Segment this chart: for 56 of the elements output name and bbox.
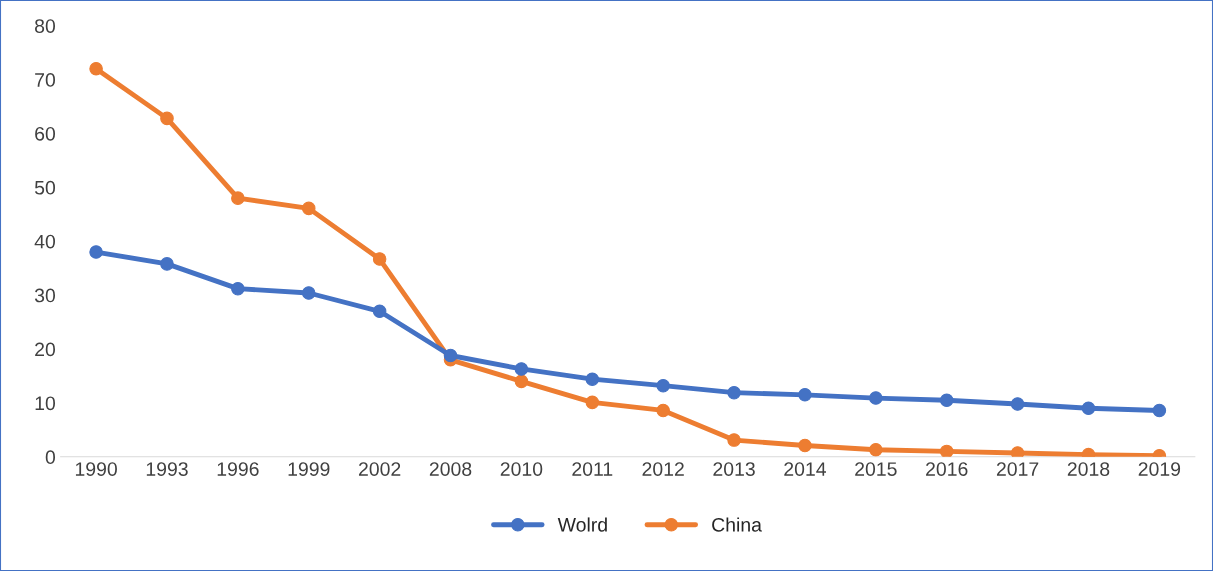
point [443, 348, 458, 363]
point [301, 286, 316, 300]
point [1010, 446, 1025, 457]
point [160, 257, 174, 271]
x-tick-label: 2017 [996, 462, 1039, 476]
point [231, 191, 245, 205]
y-tick-label: 80 [35, 19, 56, 33]
point [1010, 397, 1025, 411]
x-tick-label: 1996 [217, 462, 259, 476]
point [869, 443, 883, 457]
y-tick-label: 40 [34, 234, 56, 249]
point [301, 201, 316, 216]
x-tick-label: 2018 [1067, 462, 1110, 476]
point [514, 362, 529, 376]
point [727, 433, 741, 447]
x-tick-label: 2011 [572, 462, 613, 476]
point [372, 252, 387, 266]
point [939, 444, 954, 457]
x-tick-label: 1999 [288, 462, 330, 476]
legend-label: Wolrd [557, 517, 607, 532]
point [160, 111, 174, 126]
x-tick-label: 2012 [642, 462, 684, 476]
x-tick-label: 2008 [429, 462, 472, 476]
y-tick-label: 70 [35, 73, 56, 87]
x-tick-label: 2015 [855, 462, 897, 476]
point [798, 438, 812, 453]
point [1081, 401, 1096, 416]
point [1152, 403, 1167, 418]
point [869, 391, 883, 405]
x-tick-label: 2014 [784, 462, 826, 476]
x-tick-label: 1990 [75, 462, 117, 476]
x-tick-label: 2016 [926, 462, 968, 476]
point [939, 393, 954, 407]
x-tick-label: 2010 [500, 462, 543, 476]
x-tick-label: 1993 [146, 462, 188, 476]
x-tick-label: 2019 [1138, 462, 1181, 476]
point [798, 388, 812, 402]
y-tick-label: 50 [34, 180, 56, 195]
x-tick-label: 2013 [713, 462, 755, 476]
y-tick-label: 10 [35, 396, 56, 411]
point [656, 378, 670, 393]
y-tick-label: 20 [35, 342, 56, 357]
point [585, 395, 600, 410]
y-tick-label: 30 [34, 288, 56, 303]
point [514, 374, 529, 389]
point [372, 304, 387, 319]
x-tick-label: 2002 [358, 462, 401, 476]
y-tick-label: 60 [35, 126, 56, 141]
y-tick-label: 0 [45, 450, 56, 465]
legend-label: China [712, 517, 762, 532]
point [585, 372, 600, 386]
point [656, 403, 670, 418]
point [89, 62, 103, 76]
point [727, 385, 741, 400]
point [89, 245, 103, 259]
point [231, 281, 245, 296]
